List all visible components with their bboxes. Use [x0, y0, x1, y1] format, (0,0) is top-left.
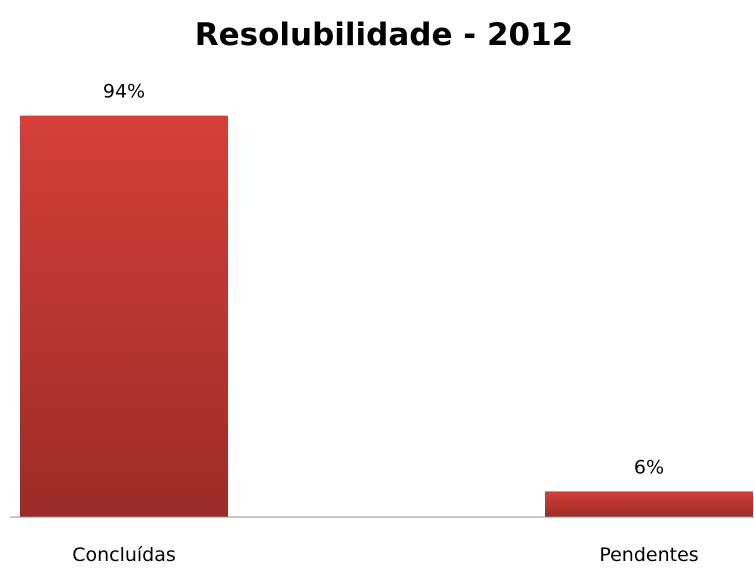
bar-concluidas	[20, 115, 228, 518]
data-label-concluidas: 94%	[103, 81, 145, 103]
x-tick-label-concluidas: Concluídas	[72, 544, 176, 566]
data-label-pendentes: 6%	[634, 456, 664, 478]
bar-pendentes	[545, 491, 753, 517]
x-tick-label-pendentes: Pendentes	[599, 544, 698, 566]
chart-title: Resolubilidade - 2012	[195, 17, 573, 53]
